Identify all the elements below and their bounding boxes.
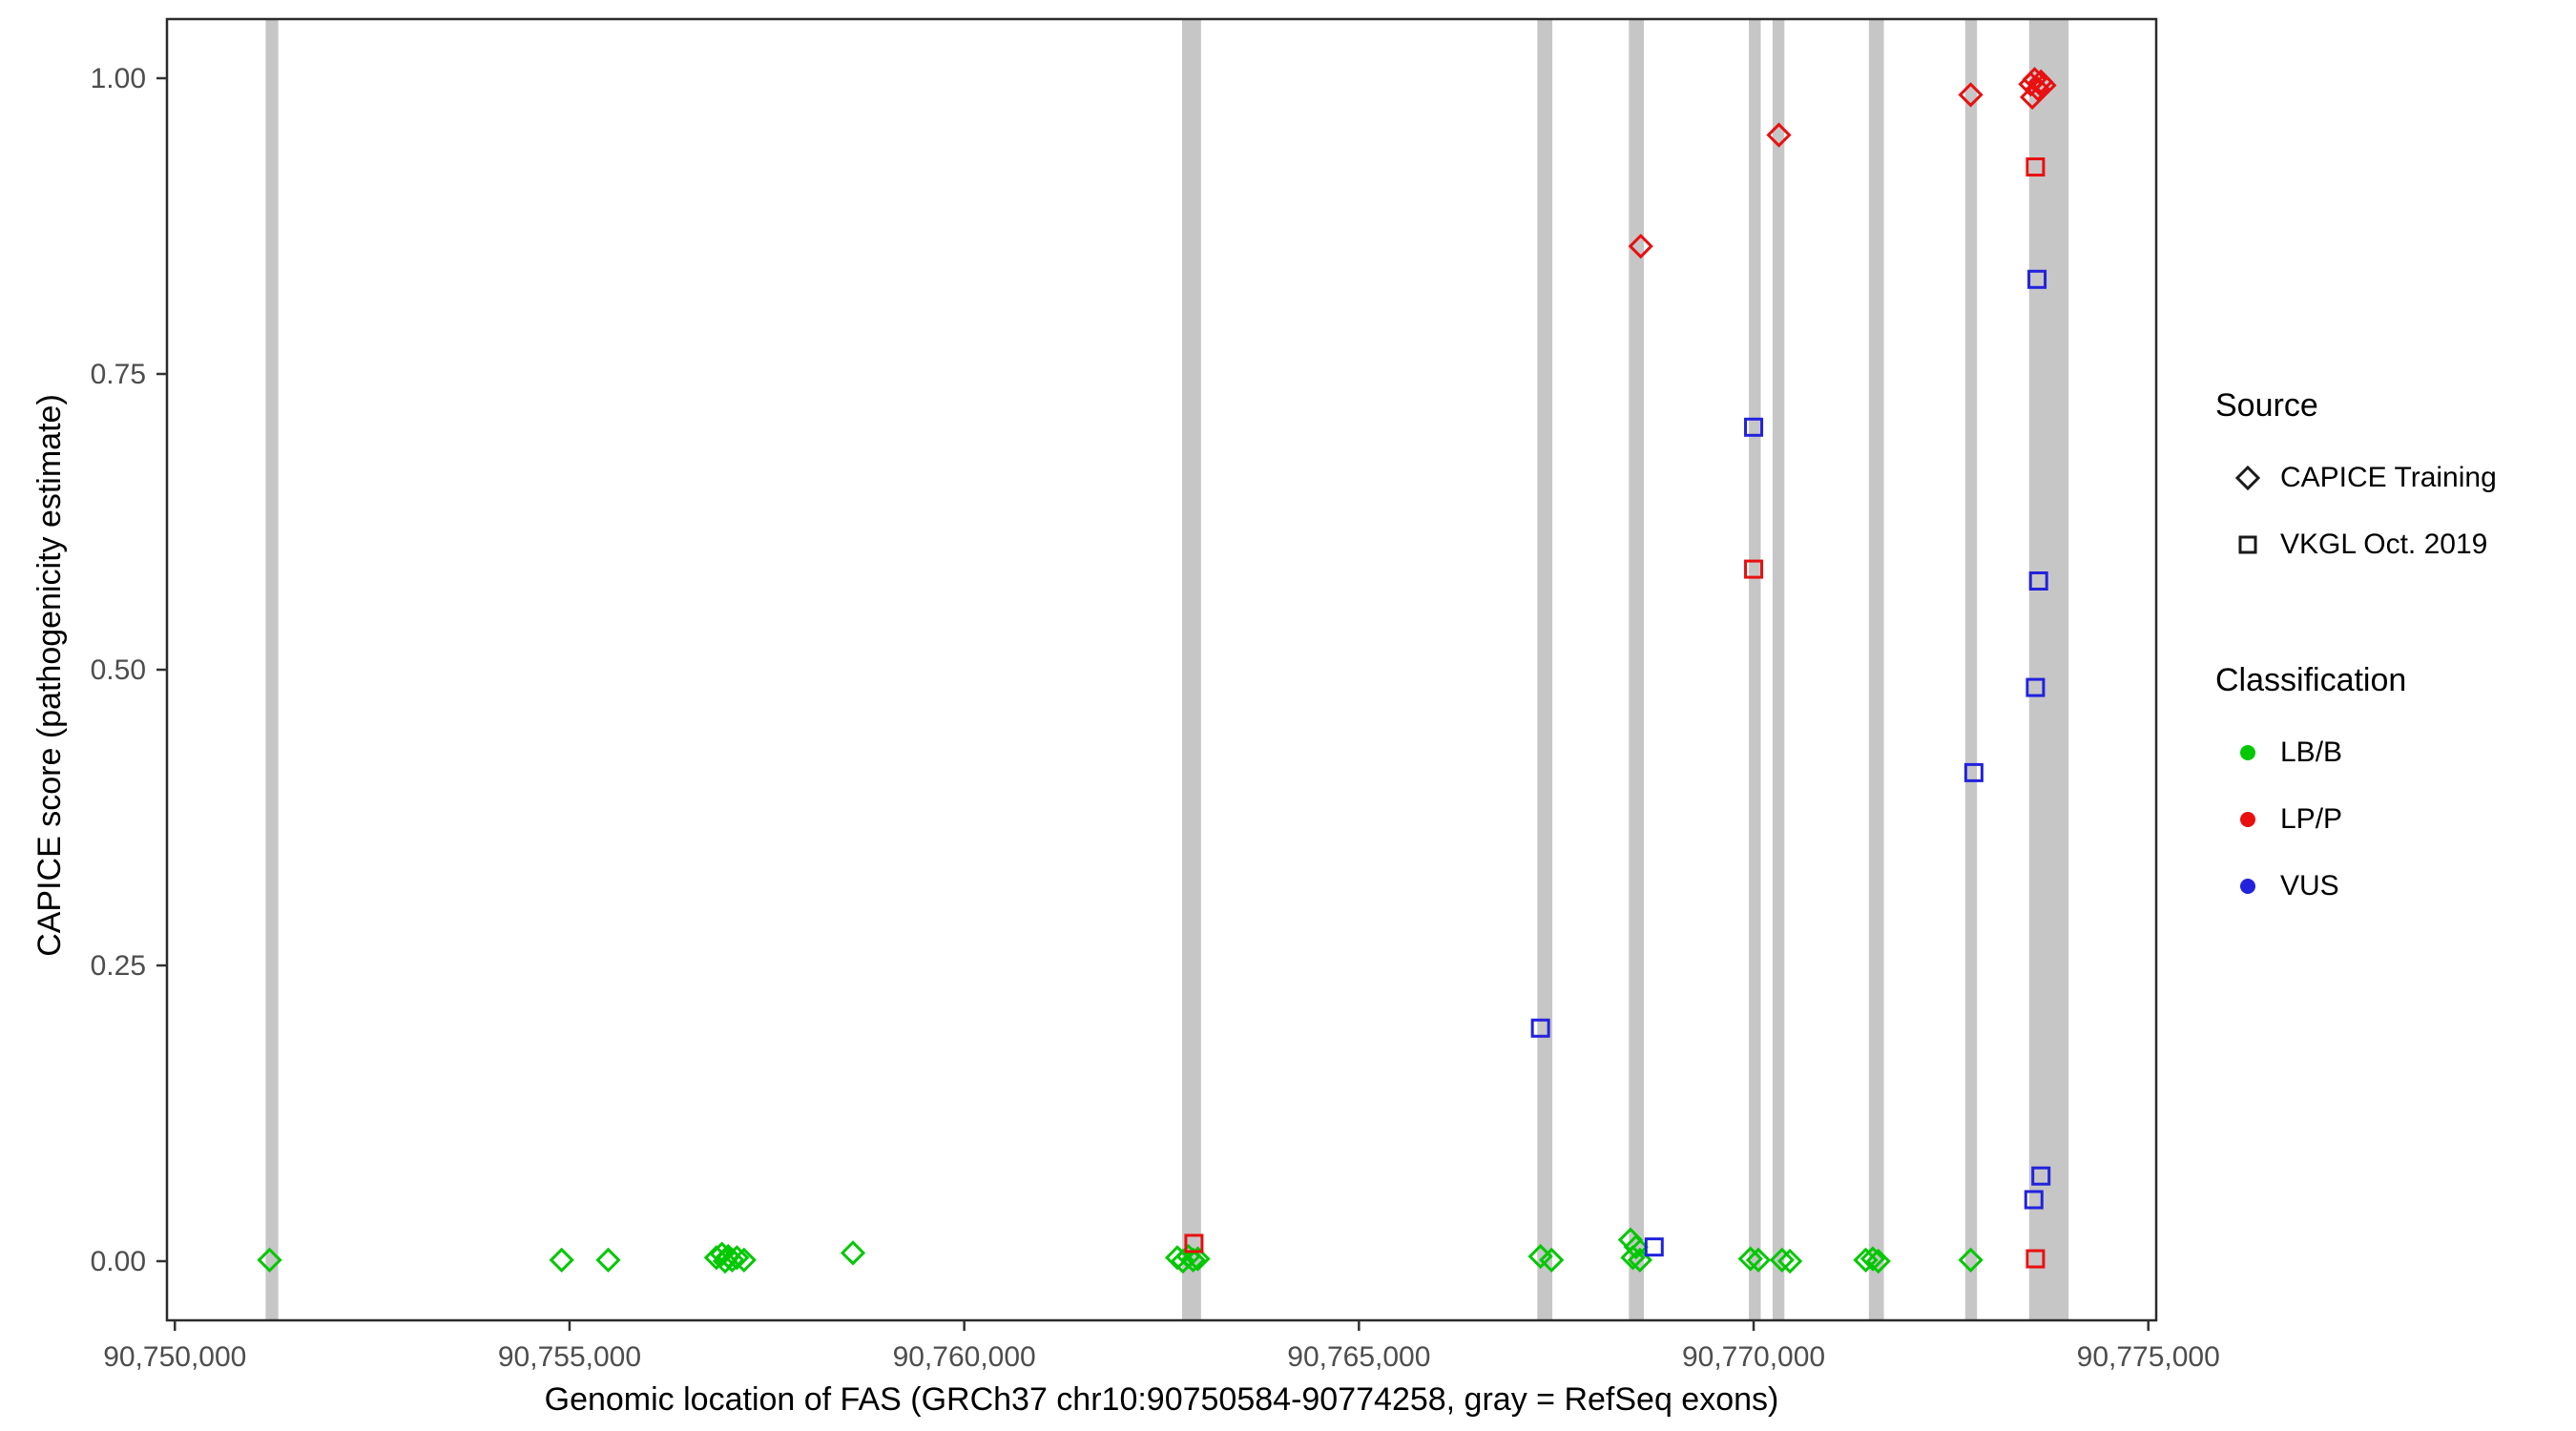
point-capice-lbb xyxy=(549,1247,574,1273)
y-tick-label: 0.25 xyxy=(91,950,146,982)
x-tick-label: 90,755,000 xyxy=(498,1341,641,1373)
point-capice-lbb xyxy=(724,1245,750,1271)
point-capice-lbb xyxy=(1865,1248,1891,1275)
refseq-exon-bar xyxy=(1182,19,1201,1320)
point-vkgl-lpp xyxy=(1184,1234,1204,1254)
refseq-exon-bar xyxy=(265,19,279,1320)
point-vkgl-vus xyxy=(1644,1237,1664,1257)
point-capice-lbb xyxy=(1769,1247,1795,1273)
point-capice-lpp xyxy=(2025,76,2051,102)
x-tick-label: 90,765,000 xyxy=(1287,1341,1430,1373)
point-vkgl-vus xyxy=(2028,571,2048,591)
refseq-exon-bar xyxy=(1772,19,1785,1320)
point-vkgl-lpp xyxy=(2025,157,2046,176)
legend-item-vus: VUS xyxy=(2215,853,2497,920)
refseq-exon-bar xyxy=(1629,19,1645,1320)
point-capice-lbb xyxy=(1737,1246,1763,1272)
legend-classification-title: Classification xyxy=(2215,662,2407,698)
y-tick-label: 0.75 xyxy=(91,359,146,390)
point-vkgl-vus xyxy=(2027,269,2047,289)
point-capice-lbb xyxy=(1623,1234,1649,1260)
point-vkgl-vus xyxy=(2031,1166,2051,1186)
legend-item-label: LP/P xyxy=(2280,803,2343,835)
x-tick-label: 90,770,000 xyxy=(1682,1341,1825,1373)
legend-item-capice-training: CAPICE Training xyxy=(2215,445,2497,511)
y-tick-label: 0.00 xyxy=(91,1246,146,1277)
point-capice-lbb xyxy=(1745,1247,1772,1273)
point-capice-lbb xyxy=(1776,1248,1803,1275)
x-tick-label: 90,775,000 xyxy=(2077,1341,2220,1373)
point-capice-lbb xyxy=(1958,1247,1984,1273)
legend: Source CAPICE Training VKGL Oct. 2019 Cl… xyxy=(2215,385,2497,920)
point-capice-lbb xyxy=(257,1247,282,1273)
point-capice-lpp xyxy=(1628,233,1653,259)
square-marker-icon xyxy=(2227,524,2269,566)
blue-dot-icon xyxy=(2227,865,2269,907)
refseq-exon-bar xyxy=(1868,19,1884,1320)
point-capice-lbb xyxy=(709,1241,735,1267)
refseq-exon-bar xyxy=(2028,19,2069,1320)
point-capice-lbb xyxy=(1859,1246,1886,1272)
y-tick-label: 1.00 xyxy=(91,63,146,94)
point-capice-lpp xyxy=(1958,82,1984,108)
legend-item-label: LB/B xyxy=(2280,736,2343,768)
point-capice-lbb xyxy=(1539,1247,1565,1273)
legend-item-lpp: LP/P xyxy=(2215,786,2497,853)
point-vkgl-vus xyxy=(1963,762,1984,782)
panel-background xyxy=(167,19,2156,1320)
point-capice-lbb xyxy=(719,1247,745,1273)
refseq-exon-bar xyxy=(1749,19,1761,1320)
point-vkgl-vus xyxy=(2024,1190,2044,1210)
legend-item-label: VKGL Oct. 2019 xyxy=(2280,529,2488,560)
point-capice-lpp xyxy=(2019,84,2046,110)
point-capice-lbb xyxy=(840,1240,866,1266)
point-capice-lbb xyxy=(595,1247,621,1273)
refseq-exon-bar xyxy=(1964,19,1978,1320)
legend-item-vkgl: VKGL Oct. 2019 xyxy=(2215,511,2497,578)
point-vkgl-vus xyxy=(1744,417,1764,437)
point-vkgl-vus xyxy=(1530,1018,1550,1038)
point-capice-lpp xyxy=(1766,122,1792,148)
red-dot-icon xyxy=(2227,798,2269,840)
point-vkgl-lpp xyxy=(2025,1249,2046,1269)
point-capice-lbb xyxy=(1180,1247,1206,1273)
legend-item-lbb: LB/B xyxy=(2215,719,2497,786)
x-tick-label: 90,750,000 xyxy=(103,1341,246,1373)
point-capice-lbb xyxy=(1185,1246,1211,1272)
point-capice-lpp xyxy=(2031,73,2057,98)
x-tick-label: 90,760,000 xyxy=(893,1341,1036,1373)
point-vkgl-lpp xyxy=(1744,559,1764,579)
refseq-exon-bar xyxy=(1537,19,1553,1320)
green-dot-icon xyxy=(2227,732,2269,774)
point-vkgl-vus xyxy=(2025,677,2046,697)
legend-source-title: Source xyxy=(2215,387,2318,424)
point-capice-lbb xyxy=(731,1247,757,1273)
legend-item-label: CAPICE Training xyxy=(2280,462,2497,493)
legend-spacer xyxy=(2215,578,2497,660)
legend-item-label: VUS xyxy=(2280,870,2339,902)
diamond-marker-icon xyxy=(2227,457,2269,499)
y-tick-label: 0.50 xyxy=(91,654,146,686)
y-axis-title: CAPICE score (pathogenicity estimate) xyxy=(31,394,68,957)
x-axis-title: Genomic location of FAS (GRCh37 chr10:90… xyxy=(544,1381,1779,1418)
